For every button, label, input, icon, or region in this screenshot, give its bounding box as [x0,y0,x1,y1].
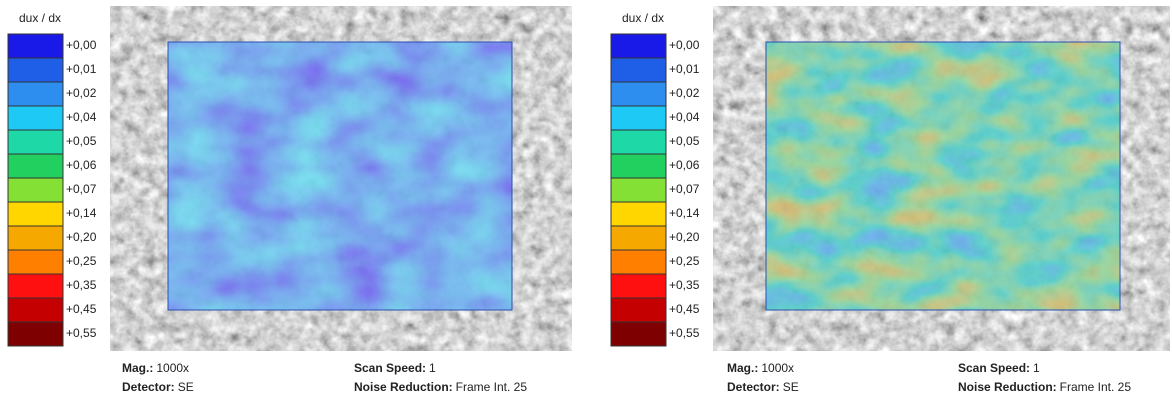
color-swatch [7,57,64,83]
info-value: 1000x [156,361,189,375]
level-label: +0,45 [669,302,700,316]
info-label: Noise Reduction: [958,380,1057,394]
color-swatch [7,273,64,299]
level-label: +0,06 [66,158,97,172]
colorbar-title: dux / dx [19,11,61,25]
strain-overlay [766,42,1120,310]
color-swatch [610,177,667,203]
color-swatch [610,273,667,299]
info-value: Frame Int. 25 [456,380,528,394]
level-label: +0,02 [669,86,700,100]
color-swatch [7,105,64,131]
info-label: Mag.: [727,361,758,375]
strain-overlay [168,42,512,310]
color-swatch [7,33,64,59]
level-label: +0,07 [66,182,97,196]
level-label: +0,05 [669,134,700,148]
color-swatch [610,249,667,275]
info-value: SE [783,380,799,394]
level-label: +0,55 [66,326,97,340]
level-label: +0,25 [66,254,97,268]
info-label: Mag.: [122,361,153,375]
overlay-border [765,41,1121,311]
color-swatch [7,177,64,203]
level-label: +0,04 [669,110,700,124]
colorbar-title: dux / dx [622,11,664,25]
info-value: 1 [429,361,436,375]
color-swatch [610,153,667,179]
level-label: +0,02 [66,86,97,100]
info-label: Scan Speed: [958,361,1030,375]
level-label: +0,01 [66,62,97,76]
info-value: Frame Int. 25 [1060,380,1132,394]
info-value: 1 [1033,361,1040,375]
color-swatch [7,249,64,275]
color-swatch [610,105,667,131]
color-swatch [7,321,64,347]
color-swatch [7,297,64,323]
level-label: +0,45 [66,302,97,316]
level-label: +0,20 [669,230,700,244]
level-label: +0,14 [66,206,97,220]
color-swatch [610,57,667,83]
info-label: Detector: [727,380,780,394]
level-label: +0,07 [669,182,700,196]
color-swatch [7,225,64,251]
color-swatch [610,81,667,107]
level-label: +0,00 [66,38,97,52]
color-swatch [610,297,667,323]
level-label: +0,20 [66,230,97,244]
info-value: SE [178,380,194,394]
color-swatch [610,33,667,59]
info-label: Noise Reduction: [354,380,453,394]
color-swatch [610,201,667,227]
overlay-border [167,41,513,311]
level-label: +0,55 [669,326,700,340]
color-swatch [7,201,64,227]
color-swatch [610,225,667,251]
level-label: +0,14 [669,206,700,220]
color-swatch [610,129,667,155]
level-label: +0,06 [669,158,700,172]
info-label: Scan Speed: [354,361,426,375]
level-label: +0,05 [66,134,97,148]
level-label: +0,25 [669,254,700,268]
level-label: +0,00 [669,38,700,52]
level-label: +0,01 [669,62,700,76]
color-swatch [7,81,64,107]
info-value: 1000x [761,361,794,375]
color-swatch [610,321,667,347]
level-label: +0,35 [66,278,97,292]
info-label: Detector: [122,380,175,394]
level-label: +0,04 [66,110,97,124]
color-swatch [7,129,64,155]
level-label: +0,35 [669,278,700,292]
color-swatch [7,153,64,179]
